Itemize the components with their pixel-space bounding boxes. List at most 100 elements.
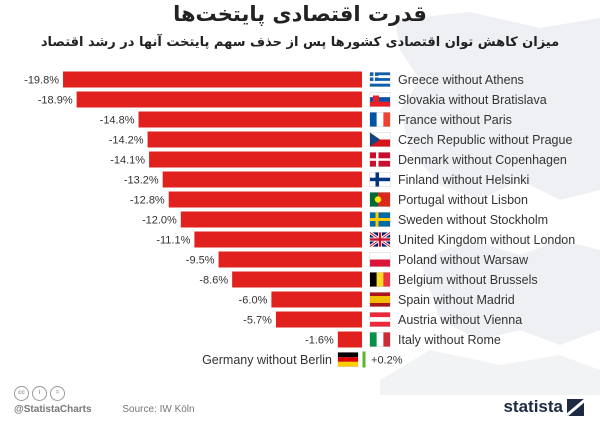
flag-stripe xyxy=(370,101,390,107)
flag-stripe xyxy=(370,272,377,287)
flag-stripe xyxy=(370,97,390,102)
uk-flag-icon xyxy=(369,231,391,248)
flag-cross xyxy=(370,238,390,241)
chart-row: -14.1% Denmark without Copenhagen xyxy=(110,151,567,168)
data-label: -5.7% xyxy=(243,315,272,327)
category-label: Slovakia without Bratislava xyxy=(398,93,547,107)
chart-row: +0.2% Germany without Berlin xyxy=(202,351,403,368)
sweden-flag-icon xyxy=(369,212,391,227)
slovakia-flag-icon xyxy=(369,92,391,107)
bar xyxy=(194,231,362,248)
bar xyxy=(362,351,366,368)
data-label: -18.9% xyxy=(38,95,73,107)
chart-row: -14.8% France without Paris xyxy=(100,111,512,128)
chart-row: -11.1% United Kingdom without London xyxy=(156,231,575,248)
license-icons: cc i = xyxy=(14,386,195,401)
category-label: Greece without Athens xyxy=(398,73,524,87)
finland-flag-icon xyxy=(369,172,391,187)
category-label: Spain without Madrid xyxy=(398,293,515,307)
data-label: -12.8% xyxy=(130,195,165,207)
czech-flag-icon xyxy=(369,132,391,147)
flag-cross xyxy=(370,218,390,221)
chart-row: -8.6% Belgium without Brussels xyxy=(199,271,538,288)
flag-stripe xyxy=(370,292,390,296)
chart-row: -9.5% Poland without Warsaw xyxy=(186,251,529,268)
chart-subtitle: میزان کاهش توان اقتصادی کشورها پس از حذف… xyxy=(40,35,560,50)
chart-row: -12.8% Portugal without Lisbon xyxy=(130,191,528,208)
bar xyxy=(180,211,362,228)
flag-stripe xyxy=(383,272,390,287)
flag-stripe xyxy=(370,317,390,322)
category-label: Italy without Rome xyxy=(398,333,501,347)
no-derivatives-icon[interactable]: = xyxy=(50,386,65,401)
austria-flag-icon xyxy=(369,312,391,327)
denmark-flag-icon xyxy=(369,152,391,167)
flag-emblem xyxy=(373,95,379,104)
flag-stripe xyxy=(370,78,390,81)
bar xyxy=(63,71,363,88)
footer-credits: cc i = @StatistaCharts Source: IW Köln xyxy=(14,386,195,415)
bar xyxy=(147,131,362,148)
chart-row: -14.2% Czech Republic without Prague xyxy=(109,131,572,148)
flag-stripe xyxy=(383,332,390,347)
flag-stripe xyxy=(370,332,377,347)
category-label: Finland without Helsinki xyxy=(398,173,529,187)
flag-stripe xyxy=(370,132,390,140)
flag-cross xyxy=(370,177,390,182)
flag-triangle xyxy=(370,132,380,147)
data-label: -1.6% xyxy=(305,335,334,347)
flag-stripe xyxy=(370,296,390,303)
category-label: Poland without Warsaw xyxy=(398,253,529,267)
flag-stripe xyxy=(338,357,358,362)
chart-title: قدرت اقتصادی پایتخت‌ها xyxy=(173,2,427,26)
data-label: -14.2% xyxy=(109,135,144,147)
flag-stripe xyxy=(370,72,390,76)
bar xyxy=(232,271,362,288)
chart-row: -5.7% Austria without Vienna xyxy=(243,311,522,328)
source-note: Source: IW Köln xyxy=(122,404,195,415)
greece-flag-icon xyxy=(369,72,391,87)
flag-stripe xyxy=(370,83,390,87)
spain-flag-icon xyxy=(369,292,391,307)
data-label: -13.2% xyxy=(124,175,159,187)
statista-logo[interactable]: statista xyxy=(503,397,584,417)
data-label: -6.0% xyxy=(239,295,268,307)
flag-stripe xyxy=(370,303,390,307)
flag-stripe xyxy=(370,192,378,207)
creative-commons-icon[interactable]: cc xyxy=(14,386,29,401)
bar xyxy=(76,91,363,108)
flag-stripe xyxy=(376,332,384,347)
bar xyxy=(138,111,362,128)
category-label: Germany without Berlin xyxy=(202,353,332,367)
chart-row: -12.0% Sweden without Stockholm xyxy=(142,211,548,228)
data-label: -12.0% xyxy=(142,215,177,227)
bar xyxy=(168,191,362,208)
data-label: -14.1% xyxy=(110,155,145,167)
data-label: -19.8% xyxy=(24,75,59,87)
flag-stripe xyxy=(370,312,390,318)
category-label: Portugal without Lisbon xyxy=(398,193,528,207)
statista-wordmark: statista xyxy=(503,397,563,416)
flag-stripe xyxy=(338,352,358,358)
data-label: +0.2% xyxy=(371,355,403,367)
statista-logo-icon xyxy=(567,398,584,416)
bar xyxy=(162,171,362,188)
data-label: -9.5% xyxy=(186,255,215,267)
germany-flag-icon xyxy=(337,352,359,367)
flag-stripe xyxy=(370,80,390,84)
flag-stripe xyxy=(370,75,390,79)
flag-stripe xyxy=(376,112,384,127)
bar xyxy=(337,331,362,348)
category-label: Belgium without Brussels xyxy=(398,273,538,287)
belgium-flag-icon xyxy=(369,272,391,287)
category-label: France without Paris xyxy=(398,113,512,127)
flag-stripe xyxy=(376,272,384,287)
attribution-icon[interactable]: i xyxy=(32,386,47,401)
flag-cross xyxy=(370,75,379,78)
category-label: Denmark without Copenhagen xyxy=(398,153,567,167)
statista-handle[interactable]: @StatistaCharts xyxy=(14,404,92,415)
italy-flag-icon xyxy=(369,332,391,347)
flag-stripe xyxy=(370,252,390,260)
portugal-flag-icon xyxy=(369,192,391,207)
